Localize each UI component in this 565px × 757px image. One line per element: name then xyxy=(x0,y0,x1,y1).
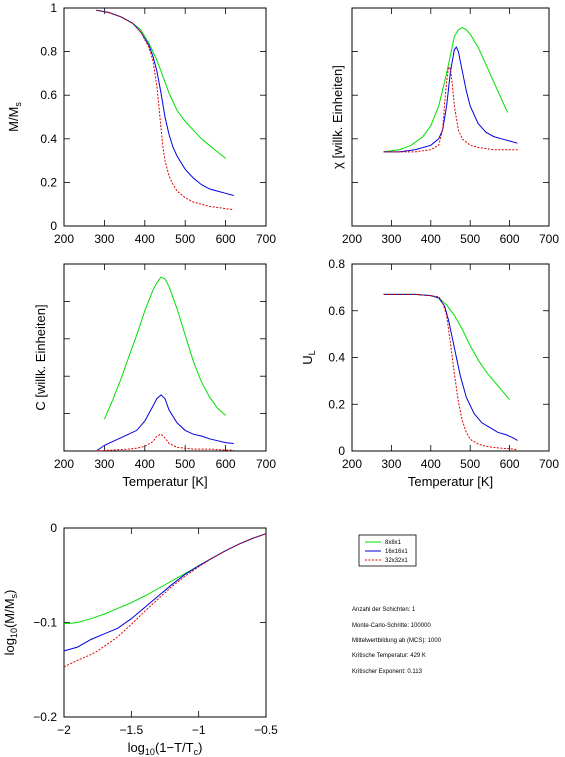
x-tick-label-binder: 300 xyxy=(381,457,401,471)
x-tick-label-loglog: −1.5 xyxy=(119,723,143,737)
y-tick-label-binder: 0 xyxy=(338,444,345,458)
y-tick-label-binder: 0.8 xyxy=(328,257,345,271)
y-tick-label-mag: 0.8 xyxy=(40,45,57,59)
legend-label-16x16x1: 16x16x1 xyxy=(385,549,408,555)
series-line-16x16x1-chi xyxy=(383,46,518,153)
plot-frame-loglog xyxy=(63,527,267,718)
info-layers: Anzahl der Schichten: 1 xyxy=(352,607,416,613)
x-tick-label-heat: 400 xyxy=(135,457,155,471)
y-axis-label-mag: M/Ms xyxy=(6,102,23,132)
series-line-32x32x1-mag xyxy=(96,9,234,211)
plot-frame-mag xyxy=(63,7,267,227)
series-line-8x8x1-binder xyxy=(383,293,510,400)
plot-frame-binder xyxy=(351,263,550,452)
series-line-8x8x1-mag xyxy=(96,9,226,159)
x-tick-label-mag: 500 xyxy=(175,232,195,246)
panel-mag: 200 300 400 500 600 700 0 0.2 0.4 0.6 0.8 1 M/Ms xyxy=(6,1,276,246)
x-tick-label-heat: 200 xyxy=(54,457,74,471)
x-tick-label-binder: 600 xyxy=(500,457,520,471)
x-tick-label-chi: 500 xyxy=(460,232,480,246)
series-line-16x16x1-binder xyxy=(383,293,518,441)
y-tick-label-binder: 0.6 xyxy=(328,304,345,318)
x-tick-label-heat: 300 xyxy=(94,457,114,471)
y-tick-label-loglog: 0 xyxy=(50,521,57,535)
x-tick-label-binder: 700 xyxy=(539,457,559,471)
x-tick-label-heat: 500 xyxy=(175,457,195,471)
x-tick-label-binder: 200 xyxy=(342,457,362,471)
x-tick-label-loglog: −2 xyxy=(57,723,71,737)
y-tick-label-loglog: −0.1 xyxy=(33,616,57,630)
x-tick-label-mag: 600 xyxy=(216,232,236,246)
y-tick-label-mag: 0.6 xyxy=(40,88,57,102)
x-axis-label-loglog: log10(1−T/Tc) xyxy=(128,740,203,757)
y-tick-label-binder: 0.4 xyxy=(328,351,345,365)
series-line-8x8x1-loglog xyxy=(64,533,267,624)
x-tick-label-chi: 600 xyxy=(500,232,520,246)
series-line-16x16x1-mag xyxy=(96,9,234,196)
series-line-32x32x1-chi xyxy=(383,65,518,153)
y-tick-label-mag: 0.2 xyxy=(40,175,57,189)
info-averaging: Mittelwertbildung ab (MCS): 1000 xyxy=(352,638,442,644)
x-tick-label-mag: 300 xyxy=(94,232,114,246)
x-tick-label-loglog: −0.5 xyxy=(254,723,278,737)
x-axis-label-binder: Temperatur [K] xyxy=(408,474,493,489)
x-tick-label-mag: 400 xyxy=(135,232,155,246)
y-axis-label-chi: χ [willk. Einheiten] xyxy=(330,65,345,169)
series-line-32x32x1-loglog xyxy=(63,533,267,668)
series-line-32x32x1-heat xyxy=(96,433,234,452)
y-tick-label-mag: 1 xyxy=(50,1,57,15)
series-line-8x8x1-heat xyxy=(103,276,226,420)
x-tick-label-chi: 300 xyxy=(381,232,401,246)
legend: 8x8x1 16x16x1 32x32x1 xyxy=(358,534,417,567)
x-tick-label-binder: 400 xyxy=(421,457,441,471)
x-tick-label-chi: 200 xyxy=(342,232,362,246)
series-line-32x32x1-binder xyxy=(383,293,518,451)
x-tick-label-chi: 400 xyxy=(421,232,441,246)
x-tick-label-mag: 200 xyxy=(54,232,74,246)
x-tick-label-chi: 700 xyxy=(539,232,559,246)
x-tick-label-heat: 600 xyxy=(216,457,236,471)
legend-label-32x32x1: 32x32x1 xyxy=(385,558,408,564)
y-axis-label-binder: UL xyxy=(300,350,317,364)
simulation-info: Anzahl der Schichten: 1 Monte-Carlo-Schr… xyxy=(352,607,442,675)
x-tick-label-heat: 700 xyxy=(256,457,276,471)
x-tick-label-loglog: −1 xyxy=(192,723,206,737)
legend-label-8x8x1: 8x8x1 xyxy=(385,540,402,546)
y-tick-label-mag: 0.4 xyxy=(40,132,57,146)
panel-heat: 200 300 400 500 600 700 Temperatur [K] C [willk… xyxy=(33,263,276,489)
y-tick-label-binder: 0.2 xyxy=(328,397,345,411)
x-tick-label-mag: 700 xyxy=(256,232,276,246)
info-mc-steps: Monte-Carlo-Schritte: 100000 xyxy=(352,623,431,629)
x-tick-label-binder: 500 xyxy=(460,457,480,471)
info-critical-exponent: Kritischer Exponent: 0.113 xyxy=(352,669,423,675)
panel-loglog: −2 −1.5 −1 −0.5 −0.2 −0.1 0 log10(1−T/Tc) log10(… xyxy=(2,521,278,757)
series-line-8x8x1-chi xyxy=(383,27,509,153)
y-axis-label-loglog: log10(M/Ms) xyxy=(2,590,19,656)
y-axis-label-heat: C [willk. Einheiten] xyxy=(33,304,48,410)
y-tick-label-mag: 0 xyxy=(50,219,57,233)
info-critical-temperature: Kritische Temperatur: 429 K xyxy=(352,653,426,659)
plot-frame-heat xyxy=(63,263,267,452)
panel-binder: 200 300 400 500 600 700 0 0.2 0.4 0.6 0.8 Temperatu… xyxy=(300,257,559,489)
plot-frame-chi xyxy=(351,7,550,227)
x-axis-label-heat: Temperatur [K] xyxy=(122,474,207,489)
y-tick-label-loglog: −0.2 xyxy=(33,710,57,724)
series-line-16x16x1-heat xyxy=(96,394,234,452)
panel-chi: 200 300 400 500 600 700 χ [willk. Einheiten] xyxy=(330,7,559,246)
